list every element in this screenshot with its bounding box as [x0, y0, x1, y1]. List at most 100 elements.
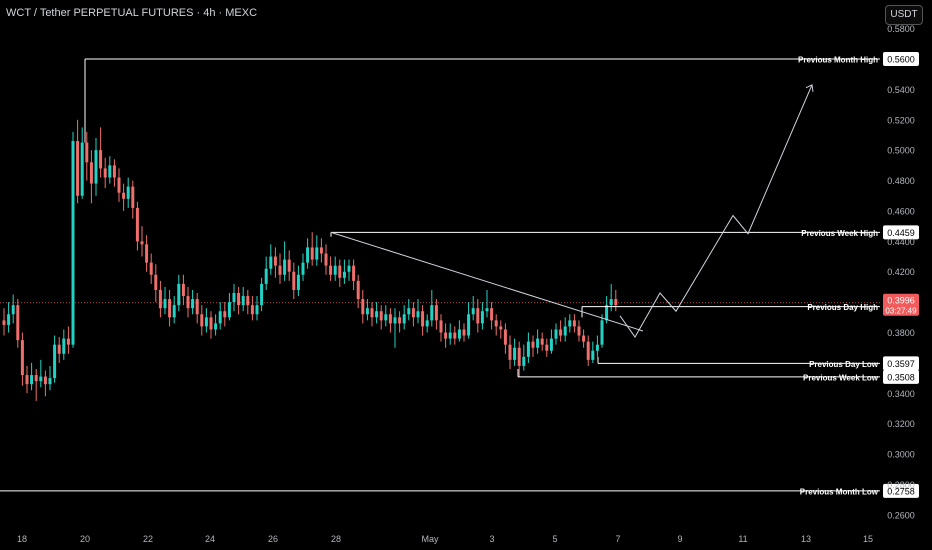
candle-body — [347, 265, 351, 272]
candle-body — [39, 376, 43, 382]
candle-body — [209, 317, 213, 330]
candle-body — [342, 271, 346, 278]
candle-body — [122, 192, 126, 199]
candle-body — [20, 340, 24, 376]
candle-body — [292, 271, 296, 290]
x-tick-label: 13 — [801, 534, 811, 544]
candle-body — [315, 247, 319, 260]
candle-body — [296, 274, 300, 290]
y-tick-label: 0.4600 — [887, 206, 915, 216]
candle-body — [329, 265, 333, 275]
candle-body — [609, 299, 613, 306]
candle-body — [94, 150, 98, 184]
candle-body — [172, 305, 176, 318]
candle-body — [85, 142, 89, 163]
candle-body — [499, 326, 503, 330]
candle-body — [11, 305, 15, 315]
candle-body — [80, 142, 84, 196]
x-tick-label: 22 — [143, 534, 153, 544]
x-tick-label: 9 — [677, 534, 682, 544]
candle-body — [103, 168, 107, 178]
candle-body — [195, 299, 199, 315]
candle-body — [434, 305, 438, 321]
candle-body — [76, 141, 80, 196]
level-name: Previous Week Low — [803, 373, 879, 382]
candle-body — [163, 299, 167, 309]
candle-body — [53, 344, 57, 379]
candle-body — [375, 311, 379, 318]
x-tick-label: 7 — [615, 534, 620, 544]
candle-body — [568, 320, 572, 327]
x-tick-label: 5 — [552, 534, 557, 544]
level-price-box — [883, 483, 919, 498]
candle-body — [89, 162, 93, 184]
candle-body — [494, 320, 498, 327]
y-tick-label: 0.5000 — [887, 146, 915, 156]
candle-body — [232, 293, 236, 303]
candle-body — [545, 344, 549, 351]
candle-body — [149, 262, 153, 275]
candle-body — [319, 247, 323, 254]
level-price-box — [883, 369, 919, 384]
candle-body — [421, 311, 425, 327]
y-tick-label: 0.3800 — [887, 328, 915, 338]
drawings-layer — [330, 84, 814, 339]
candle-body — [388, 314, 392, 324]
candle-body — [145, 244, 149, 263]
trendline[interactable] — [330, 231, 644, 332]
candle-body — [444, 332, 448, 339]
candle-body — [517, 347, 521, 366]
y-tick-label: 0.2800 — [887, 480, 915, 490]
candle-body — [324, 253, 328, 266]
candle-body — [140, 241, 144, 245]
x-tick-label: 3 — [489, 534, 494, 544]
candle-body — [407, 308, 411, 315]
candle-body — [453, 332, 457, 339]
candle-body — [260, 283, 264, 306]
level-price-box — [883, 52, 919, 66]
candle-body — [283, 259, 287, 275]
x-tick-label: 26 — [268, 534, 278, 544]
candle-body — [457, 329, 461, 339]
x-tick-label: 20 — [80, 534, 90, 544]
level-price-label: 0.3597 — [887, 359, 915, 369]
candle-body — [227, 302, 231, 318]
candle-body — [531, 341, 535, 348]
candle-body — [398, 317, 402, 324]
candle-body — [237, 293, 241, 306]
candle-body — [204, 317, 208, 327]
candle-body — [333, 265, 337, 275]
candle-body — [582, 335, 586, 342]
candle-body — [370, 308, 374, 318]
x-tick-label: 11 — [738, 534, 747, 544]
candle-body — [338, 265, 342, 278]
candle-body — [356, 280, 360, 300]
candle-body — [43, 376, 47, 385]
level-price-box — [883, 356, 919, 371]
currency-button[interactable]: USDT — [885, 5, 923, 25]
y-tick-label: 0.3000 — [887, 450, 915, 460]
price-axis: 0.5800 0.5400 0.5200 0.5000 0.4800 0.4600 0.44… — [887, 24, 915, 520]
candle-body — [34, 375, 38, 382]
candle-body — [430, 305, 434, 321]
candle-body — [287, 259, 291, 272]
candle-body — [273, 256, 277, 266]
candle-body — [214, 323, 218, 330]
candle-body — [361, 299, 365, 315]
candle-body — [310, 247, 314, 260]
candle-body — [269, 256, 273, 269]
levels-layer: Previous Month High 0.5600 Previous Week H… — [0, 52, 919, 498]
candle-body — [549, 338, 553, 351]
y-tick-label: 0.5800 — [887, 24, 915, 34]
candle-body — [154, 274, 158, 290]
x-tick-label: 28 — [331, 534, 341, 544]
candle-body — [16, 305, 20, 341]
y-tick-label: 0.5400 — [887, 85, 915, 95]
candle-body — [126, 186, 130, 199]
candle-body — [503, 329, 507, 345]
candle-body — [572, 320, 576, 327]
projection-path[interactable] — [619, 84, 813, 339]
candle-body — [2, 320, 6, 325]
candle-body — [301, 262, 305, 275]
